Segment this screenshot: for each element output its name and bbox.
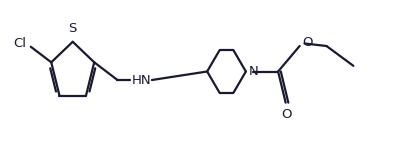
Text: S: S (68, 22, 77, 35)
Text: Cl: Cl (13, 37, 27, 50)
Text: O: O (281, 108, 291, 121)
Text: HN: HN (131, 74, 151, 87)
Text: N: N (248, 65, 258, 78)
Text: O: O (301, 36, 312, 49)
